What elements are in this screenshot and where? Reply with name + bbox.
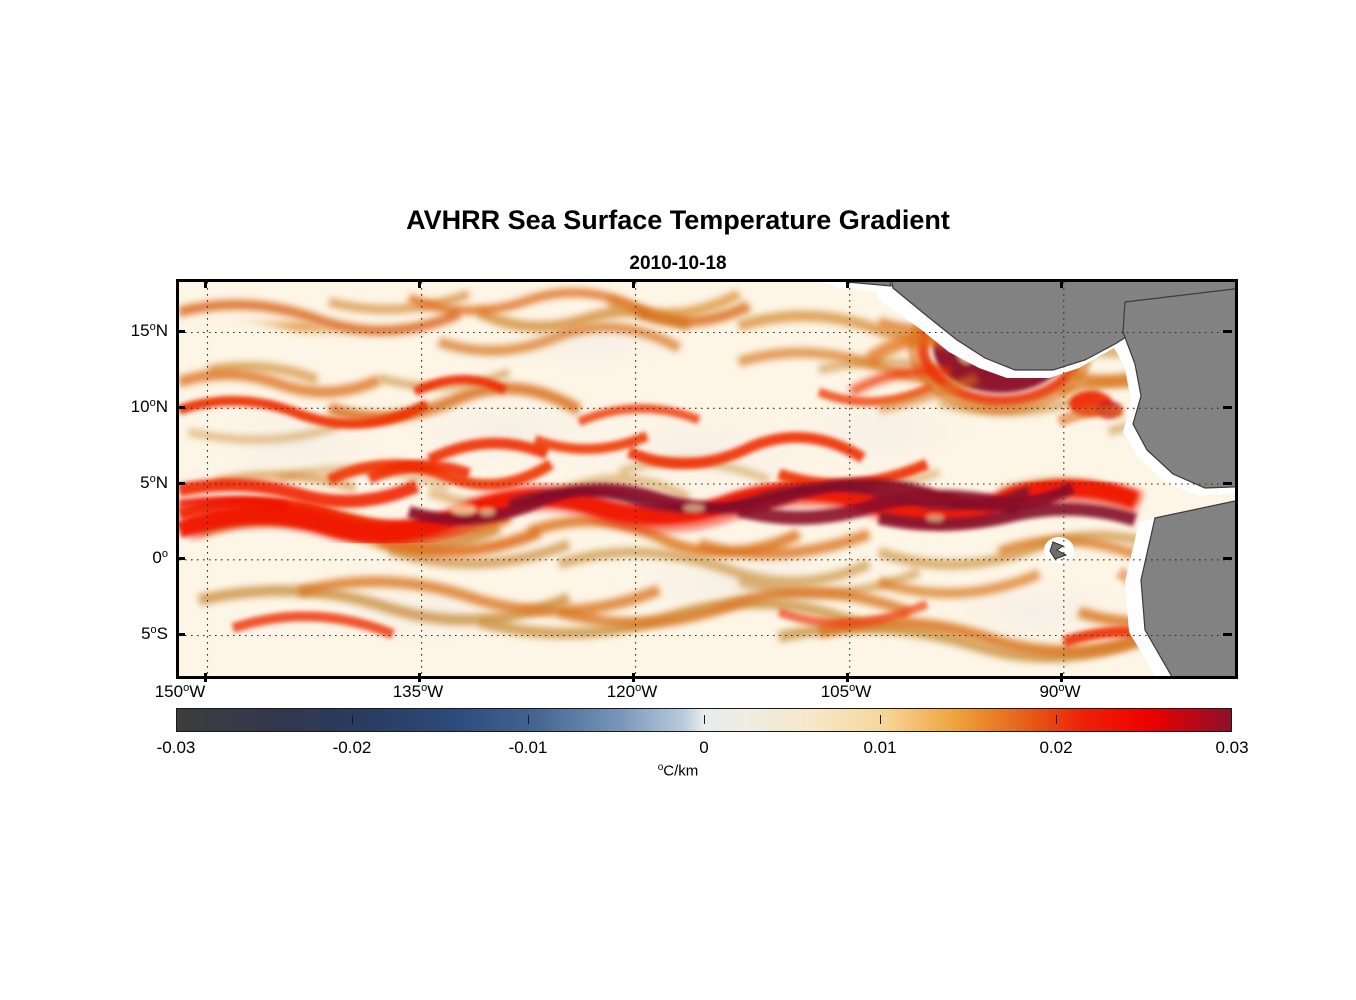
xtick-top-105W <box>846 279 849 288</box>
ytick-right-0 <box>1223 557 1232 560</box>
xtick-label-135W: 135oW <box>392 682 444 702</box>
colorbar-tick-0.02 <box>1056 715 1057 724</box>
papagayo-jet <box>1056 391 1124 428</box>
ytick-10N <box>176 406 185 409</box>
ytick-label-5S: 5oS <box>141 624 168 644</box>
xtick-label-120W-deg: 120 <box>606 682 636 702</box>
ytick-label-0: 0o <box>152 548 168 568</box>
ytick-5N <box>176 482 185 485</box>
colorbar-label-0.03: 0.03 <box>1215 738 1249 757</box>
colorbar-label--0.01: -0.01 <box>508 738 548 757</box>
ytick-right-10N <box>1223 406 1232 409</box>
xtick-label-90W: 90oW <box>1039 682 1081 702</box>
colorbar-unit-text: C/km <box>663 762 699 780</box>
ytick-label-0-deg: 0 <box>152 548 162 568</box>
ytick-label-5N-hemi: N <box>155 473 168 493</box>
ytick-label-5N-deg: 5 <box>140 473 150 493</box>
ytick-0 <box>176 557 185 560</box>
colorbar-tick-0.01 <box>880 715 881 724</box>
xtick-105W <box>846 673 849 682</box>
xtick-top-150W <box>204 279 207 288</box>
xtick-top-120W <box>632 279 635 288</box>
colorbar-label--0.03: -0.03 <box>156 738 196 757</box>
map-gridlines <box>179 282 1235 676</box>
ytick-15N <box>176 330 185 333</box>
ytick-label-15N: 15oN <box>130 321 168 341</box>
xtick-135W <box>418 673 421 682</box>
xtick-label-90W-deg: 90 <box>1039 682 1059 702</box>
xtick-label-150W-deg: 150 <box>154 682 184 702</box>
colorbar-tick-0 <box>704 715 705 724</box>
xtick-label-120W-hemi: W <box>641 682 658 702</box>
ytick-label-5S-hemi: S <box>156 624 168 644</box>
ytick-label-15N-deg: 15 <box>130 321 150 341</box>
northern-front-5N <box>179 459 472 511</box>
ytick-right-15N <box>1223 330 1232 333</box>
ytick-label-15N-hemi: N <box>155 321 168 341</box>
xtick-label-90W-hemi: W <box>1064 682 1081 702</box>
colorbar-label-0.01: 0.01 <box>863 738 897 757</box>
figure-subtitle-date: 2010-10-18 <box>629 253 727 274</box>
colorbar-label-0: 0 <box>699 738 709 757</box>
land-mask <box>821 282 1235 676</box>
colorbar-unit-label: oC/km <box>657 762 699 780</box>
ytick-right-5S <box>1223 633 1232 636</box>
xtick-top-90W <box>1060 279 1063 288</box>
xtick-label-105W: 105oW <box>820 682 872 702</box>
xtick-label-105W-deg: 105 <box>820 682 850 702</box>
ytick-5S <box>176 633 185 636</box>
xtick-label-120W: 120oW <box>606 682 658 702</box>
xtick-label-135W-deg: 135 <box>392 682 422 702</box>
colorbar-label--0.02: -0.02 <box>332 738 372 757</box>
xtick-label-150W-hemi: W <box>189 682 206 702</box>
equatorial-front-band <box>179 477 1144 547</box>
xtick-90W <box>1060 673 1063 682</box>
xtick-120W <box>632 673 635 682</box>
ytick-label-10N-hemi: N <box>155 397 168 417</box>
xtick-top-135W <box>418 279 421 288</box>
sst-gradient-heatmap <box>179 282 1235 676</box>
ytick-label-10N-deg: 10 <box>130 397 150 417</box>
colorbar-tick--0.02 <box>352 715 353 724</box>
ytick-label-5S-deg: 5 <box>141 624 151 644</box>
ytick-label-5N: 5oN <box>140 473 168 493</box>
ytick-label-10N: 10oN <box>130 397 168 417</box>
galapagos-islands <box>1044 537 1074 563</box>
xtick-150W <box>204 673 207 682</box>
xtick-label-150W: 150oW <box>154 682 206 702</box>
colorbar-tick--0.01 <box>528 715 529 724</box>
map-axes[interactable] <box>176 279 1238 679</box>
xtick-label-135W-hemi: W <box>427 682 444 702</box>
xtick-label-105W-hemi: W <box>855 682 872 702</box>
page-title: AVHRR Sea Surface Temperature Gradient <box>406 205 950 235</box>
colorbar-label-0.02: 0.02 <box>1039 738 1073 757</box>
ytick-right-5N <box>1223 482 1232 485</box>
